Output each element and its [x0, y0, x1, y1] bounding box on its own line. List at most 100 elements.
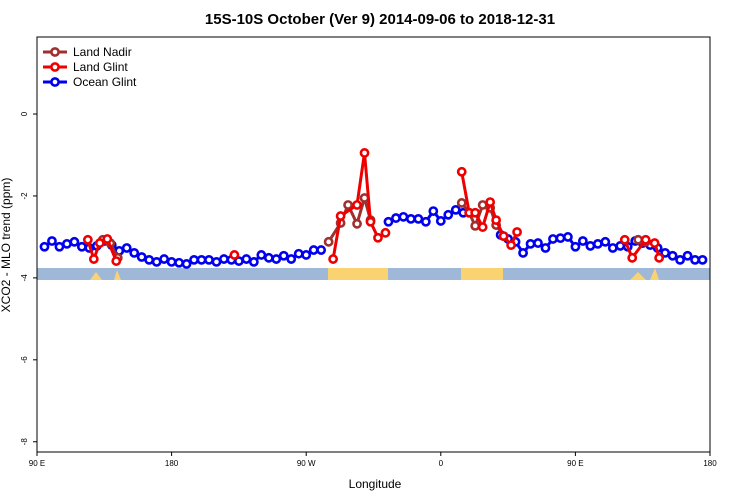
y-tick-label: -8 — [20, 438, 29, 446]
data-point — [383, 216, 394, 227]
x-tick-label: 0 — [439, 459, 444, 468]
data-point — [443, 209, 454, 220]
data-point — [570, 241, 581, 252]
data-point — [675, 254, 685, 265]
data-point — [286, 254, 297, 264]
chart-title: 15S-10S October (Ver 9) 2014-09-06 to 20… — [205, 11, 555, 28]
data-point — [456, 166, 467, 177]
data-point — [391, 213, 401, 223]
data-point — [256, 250, 267, 260]
data-point — [373, 232, 383, 243]
data-point — [498, 231, 509, 242]
land-mask — [37, 268, 710, 280]
plot-frame — [36, 36, 711, 453]
x-tick-label: 90 W — [297, 459, 316, 468]
data-point — [335, 211, 346, 221]
data-point — [76, 241, 87, 252]
data-point — [654, 252, 665, 263]
data-point — [485, 197, 496, 207]
data-point — [477, 222, 488, 232]
data-point — [323, 236, 334, 247]
data-point — [577, 236, 588, 246]
data-point — [211, 257, 222, 267]
data-point — [129, 247, 140, 258]
y-tick-label: 0 — [20, 111, 29, 116]
data-point — [316, 245, 327, 255]
data-point — [328, 254, 339, 264]
data-point — [359, 148, 370, 158]
data-point — [159, 254, 170, 264]
data-point — [144, 254, 155, 265]
data-point — [166, 257, 177, 267]
data-point — [121, 243, 132, 253]
data-point — [54, 241, 65, 252]
data-point — [477, 200, 488, 210]
data-point — [640, 234, 651, 245]
data-point — [174, 257, 184, 268]
legend-item: Land Glint — [43, 60, 128, 74]
x-tick-label: 180 — [703, 459, 717, 468]
y-axis-label: XCO2 - MLO trend (ppm) — [0, 178, 13, 313]
data-point — [181, 259, 192, 269]
data-point — [555, 233, 566, 244]
data-point — [633, 234, 644, 245]
data-point — [690, 254, 700, 265]
data-point — [420, 216, 431, 227]
data-point — [525, 238, 536, 249]
data-point — [111, 256, 122, 266]
data-point — [450, 204, 461, 215]
legend-label: Land Glint — [73, 60, 128, 74]
data-point — [301, 250, 312, 260]
data-point — [435, 216, 446, 226]
legend-label: Land Nadir — [73, 45, 132, 59]
x-tick-label: 90 E — [29, 459, 45, 468]
data-point — [405, 213, 416, 224]
data-point — [88, 254, 99, 264]
x-axis-label: Longitude — [349, 477, 402, 491]
land-strip — [461, 268, 503, 280]
data-point — [94, 238, 105, 248]
legend-item: Ocean Glint — [43, 75, 137, 89]
x-tick-label: 90 E — [567, 459, 583, 468]
data-point — [682, 250, 693, 261]
data-point — [697, 254, 708, 265]
data-point — [533, 238, 543, 248]
data-point — [619, 234, 630, 245]
data-point — [82, 234, 93, 245]
data-point — [69, 236, 80, 247]
data-point — [607, 243, 618, 253]
data-point — [518, 247, 528, 258]
data-point — [293, 248, 304, 259]
data-point — [136, 252, 147, 262]
data-point — [548, 234, 558, 244]
data-point — [308, 245, 319, 255]
data-point — [62, 238, 72, 249]
data-point — [271, 254, 282, 264]
data-point — [667, 250, 678, 261]
data-point — [506, 240, 516, 251]
legend-item: Land Nadir — [43, 45, 132, 59]
data-point — [263, 252, 274, 263]
legend-marker — [50, 62, 60, 72]
data-point — [278, 250, 289, 261]
data-point — [470, 220, 481, 231]
y-tick-label: -2 — [20, 192, 29, 200]
data-point — [352, 218, 362, 229]
data-point — [219, 254, 229, 264]
land-strip — [328, 268, 388, 280]
data-point — [343, 200, 353, 210]
legend-marker — [50, 47, 60, 57]
data-point — [540, 243, 551, 253]
data-point — [398, 211, 409, 222]
data-point — [413, 213, 424, 224]
data-point — [248, 257, 259, 267]
data-point — [229, 250, 240, 260]
data-point — [204, 254, 214, 265]
y-tick-label: -4 — [20, 274, 29, 282]
data-point — [241, 254, 252, 264]
data-point — [600, 236, 611, 247]
data-point — [627, 252, 638, 263]
data-point — [189, 254, 199, 265]
data-point — [649, 238, 660, 248]
data-point — [512, 227, 522, 237]
